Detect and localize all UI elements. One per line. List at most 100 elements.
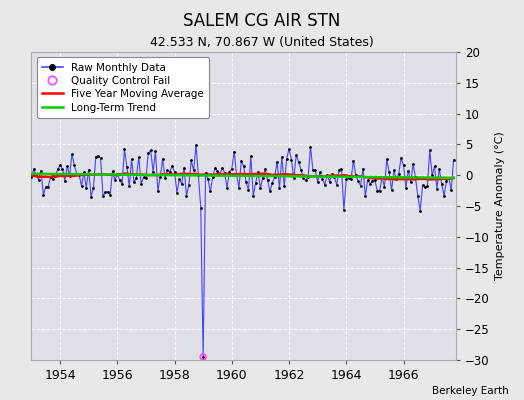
- Legend: Raw Monthly Data, Quality Control Fail, Five Year Moving Average, Long-Term Tren: Raw Monthly Data, Quality Control Fail, …: [37, 57, 209, 118]
- Point: [433, 185, 441, 192]
- Point: [61, 177, 69, 184]
- Point: [256, 185, 265, 191]
- Point: [221, 170, 229, 176]
- Point: [294, 158, 303, 165]
- Point: [275, 185, 283, 191]
- Point: [344, 175, 353, 182]
- Point: [53, 166, 62, 172]
- Point: [442, 178, 451, 184]
- Point: [273, 158, 281, 165]
- Point: [352, 172, 360, 178]
- Point: [242, 179, 250, 185]
- Point: [423, 183, 432, 190]
- Point: [290, 175, 298, 181]
- Text: SALEM CG AIR STN: SALEM CG AIR STN: [183, 12, 341, 30]
- Point: [118, 181, 126, 187]
- Point: [80, 169, 88, 176]
- Point: [438, 180, 446, 187]
- Point: [149, 168, 157, 175]
- Point: [261, 166, 269, 172]
- Point: [239, 163, 248, 170]
- Point: [78, 182, 86, 189]
- Point: [151, 148, 160, 154]
- Point: [154, 188, 162, 194]
- Point: [46, 174, 54, 180]
- Point: [49, 176, 57, 182]
- Point: [39, 192, 48, 198]
- Point: [425, 147, 434, 154]
- Point: [187, 157, 195, 164]
- Text: 42.533 N, 70.867 W (United States): 42.533 N, 70.867 W (United States): [150, 36, 374, 49]
- Point: [316, 169, 324, 175]
- Point: [175, 176, 183, 182]
- Point: [94, 152, 102, 159]
- Point: [252, 180, 260, 186]
- Point: [156, 174, 165, 180]
- Point: [292, 152, 300, 158]
- Point: [158, 156, 167, 162]
- Point: [180, 164, 188, 171]
- Point: [225, 168, 234, 175]
- Point: [328, 171, 336, 178]
- Point: [421, 184, 429, 190]
- Point: [364, 177, 372, 183]
- Point: [216, 171, 224, 177]
- Point: [249, 193, 257, 199]
- Point: [121, 146, 129, 152]
- Point: [440, 193, 448, 199]
- Point: [108, 168, 117, 174]
- Point: [301, 177, 310, 184]
- Point: [318, 176, 326, 182]
- Point: [450, 156, 458, 163]
- Point: [194, 172, 203, 178]
- Point: [213, 168, 222, 174]
- Point: [376, 188, 384, 194]
- Point: [395, 170, 403, 177]
- Point: [89, 185, 97, 191]
- Point: [199, 354, 208, 360]
- Point: [280, 183, 288, 189]
- Point: [37, 167, 45, 174]
- Point: [385, 169, 394, 176]
- Point: [323, 172, 331, 178]
- Point: [297, 167, 305, 173]
- Point: [125, 183, 134, 190]
- Point: [63, 163, 71, 170]
- Point: [325, 178, 334, 185]
- Point: [333, 182, 341, 188]
- Point: [373, 188, 381, 194]
- Point: [27, 174, 36, 180]
- Point: [413, 193, 422, 199]
- Point: [254, 169, 262, 175]
- Point: [82, 184, 91, 191]
- Point: [390, 167, 398, 174]
- Point: [209, 174, 217, 180]
- Point: [84, 166, 93, 173]
- Point: [349, 158, 357, 164]
- Point: [51, 173, 60, 179]
- Point: [115, 177, 124, 183]
- Point: [247, 153, 255, 160]
- Point: [101, 189, 110, 196]
- Point: [106, 192, 114, 198]
- Point: [387, 187, 396, 193]
- Point: [56, 162, 64, 168]
- Point: [161, 174, 169, 181]
- Point: [192, 142, 200, 148]
- Point: [66, 172, 74, 179]
- Point: [309, 166, 317, 173]
- Point: [68, 151, 76, 157]
- Point: [237, 158, 246, 164]
- Point: [264, 177, 272, 184]
- Point: [75, 172, 83, 178]
- Point: [335, 166, 343, 173]
- Point: [380, 184, 389, 190]
- Y-axis label: Temperature Anomaly (°C): Temperature Anomaly (°C): [495, 132, 505, 280]
- Point: [383, 156, 391, 162]
- Point: [227, 166, 236, 172]
- Point: [342, 176, 351, 182]
- Point: [428, 172, 436, 179]
- Point: [137, 181, 145, 187]
- Point: [361, 193, 369, 199]
- Point: [430, 163, 439, 170]
